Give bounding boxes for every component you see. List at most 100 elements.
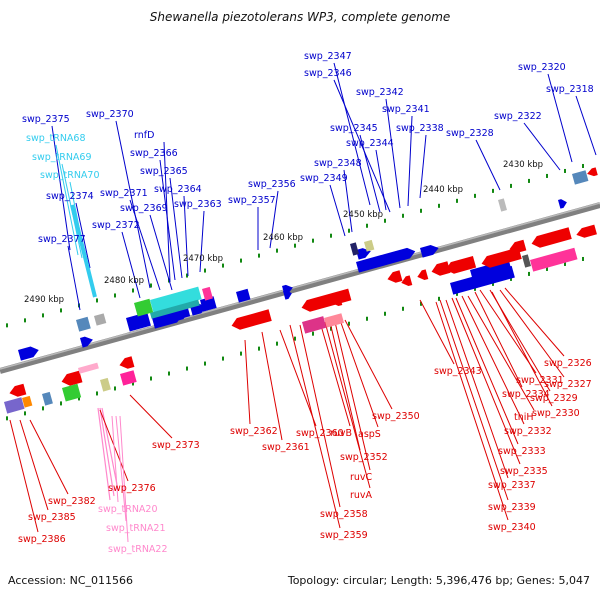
reverse-gene-arrow[interactable] xyxy=(444,255,477,276)
cds-block-green[interactable] xyxy=(61,383,82,402)
cds-block-darkgray[interactable] xyxy=(522,254,531,268)
gene-label[interactable]: swp_2385 xyxy=(28,512,76,523)
gene-label[interactable]: swp_2333 xyxy=(498,446,546,457)
reverse-gene-arrow[interactable] xyxy=(416,269,429,281)
gene-label[interactable]: swp_2370 xyxy=(86,109,134,120)
cds-block-pink[interactable] xyxy=(530,247,578,272)
gene-label[interactable]: swp_2341 xyxy=(382,104,430,115)
gene-label[interactable]: swp_2358 xyxy=(320,509,368,520)
gene-label[interactable]: swp_tRNA70 xyxy=(40,170,100,181)
gene-label[interactable]: swp_2363 xyxy=(174,199,222,210)
gene-label[interactable]: swp_tRNA20 xyxy=(98,504,158,515)
gene-label[interactable]: swp_2360 xyxy=(296,428,344,439)
gene-label[interactable]: thiH xyxy=(514,412,534,423)
cds-block-gray[interactable] xyxy=(94,313,107,326)
reverse-gene-arrow[interactable] xyxy=(586,167,598,177)
cds-block-khaki[interactable] xyxy=(363,239,375,252)
gene-label[interactable]: ruvA xyxy=(350,490,373,501)
gene-label[interactable]: swp_2320 xyxy=(518,62,566,73)
gene-label[interactable]: swp_2372 xyxy=(92,220,140,231)
gene-label[interactable]: swp_2326 xyxy=(544,358,592,369)
gene-label[interactable]: swp_2338 xyxy=(396,123,444,134)
reverse-gene-arrow[interactable] xyxy=(430,261,451,277)
reverse-gene-arrow[interactable] xyxy=(118,356,135,370)
forward-gene-arrow[interactable] xyxy=(356,246,417,273)
gene-label[interactable]: swp_2371 xyxy=(100,188,148,199)
gene-label[interactable]: swp_2356 xyxy=(248,179,296,190)
rna-block-cyan-lower[interactable] xyxy=(150,299,200,319)
gene-label[interactable]: swp_2332 xyxy=(504,426,552,437)
forward-gene-arrow[interactable] xyxy=(80,335,94,348)
gene-label[interactable]: swp_2376 xyxy=(108,483,156,494)
gene-label[interactable]: swp_2327 xyxy=(544,379,592,390)
gene-label[interactable]: swp_2343 xyxy=(434,366,482,377)
gene-label[interactable]: swp_2342 xyxy=(356,87,404,98)
gene-label[interactable]: swp_2329 xyxy=(530,393,578,404)
gene-label[interactable]: swp_2339 xyxy=(488,502,536,513)
reverse-gene-arrow[interactable] xyxy=(530,227,572,249)
cds-block-orange[interactable] xyxy=(22,395,33,408)
gene-label[interactable]: swp_2322 xyxy=(494,111,542,122)
gene-label[interactable]: swp_2328 xyxy=(446,128,494,139)
gene-label[interactable]: swp_2386 xyxy=(18,534,66,545)
gene-label[interactable]: swp_2350 xyxy=(372,411,420,422)
cds-block-green[interactable] xyxy=(134,298,154,317)
reverse-gene-arrow[interactable] xyxy=(386,270,403,284)
cds-block-rose[interactable] xyxy=(323,313,345,328)
forward-gene-block[interactable] xyxy=(235,288,251,303)
gene-label[interactable]: ruvB xyxy=(330,428,352,439)
forward-gene-arrow[interactable] xyxy=(18,345,40,361)
gene-label[interactable]: swp_2345 xyxy=(330,123,378,134)
gene-label[interactable]: swp_2365 xyxy=(140,166,188,177)
reverse-gene-arrow[interactable] xyxy=(330,295,343,307)
reverse-gene-arrow[interactable] xyxy=(230,309,272,331)
reverse-gene-arrow[interactable] xyxy=(480,247,522,269)
gene-label[interactable]: swp_tRNA21 xyxy=(106,523,166,534)
gene-label[interactable]: swp_2347 xyxy=(304,51,352,62)
gene-label[interactable]: swp_2373 xyxy=(152,440,200,451)
gene-label[interactable]: swp_2352 xyxy=(340,452,388,463)
gene-label[interactable]: swp_2344 xyxy=(346,138,394,149)
reverse-gene-arrow[interactable] xyxy=(8,383,27,399)
gene-label[interactable]: swp_2340 xyxy=(488,522,536,533)
cds-block-steel[interactable] xyxy=(42,391,53,406)
gene-label[interactable]: swp_2366 xyxy=(130,148,178,159)
rna-block-cyan[interactable] xyxy=(150,286,202,313)
reverse-gene-arrow[interactable] xyxy=(400,275,413,287)
gene-label[interactable]: swp_tRNA68 xyxy=(26,133,86,144)
gene-label[interactable]: swp_2348 xyxy=(314,158,362,169)
gene-label[interactable]: swp_2331 xyxy=(516,375,564,386)
gene-label[interactable]: swp_2375 xyxy=(22,114,70,125)
forward-gene-block-long[interactable] xyxy=(450,265,515,295)
reverse-gene-arrow[interactable] xyxy=(508,239,527,255)
gene-label[interactable]: swp_2357 xyxy=(228,195,276,206)
gene-label[interactable]: swp_tRNA22 xyxy=(108,544,168,555)
gene-label[interactable]: swp_2362 xyxy=(230,426,278,437)
gene-label[interactable]: swp_2359 xyxy=(320,530,368,541)
gene-label[interactable]: swp_2349 xyxy=(300,173,348,184)
gene-label[interactable]: rnfD xyxy=(134,130,154,141)
cds-block-magenta[interactable] xyxy=(302,316,327,334)
forward-gene-arrow[interactable] xyxy=(420,243,440,258)
gene-label[interactable]: swp_2374 xyxy=(46,191,94,202)
trna-block-pink[interactable] xyxy=(78,362,99,374)
gene-label[interactable]: swp_2364 xyxy=(154,184,202,195)
gene-label[interactable]: aspS xyxy=(358,429,381,440)
cds-block-gray[interactable] xyxy=(497,198,507,212)
gene-label[interactable]: swp_tRNA69 xyxy=(32,152,92,163)
cds-block-violet[interactable] xyxy=(3,397,25,414)
gene-label[interactable]: swp_2335 xyxy=(500,466,548,477)
gene-label[interactable]: swp_2318 xyxy=(546,84,594,95)
reverse-gene-arrow[interactable] xyxy=(575,224,597,240)
forward-gene-arrow[interactable] xyxy=(283,289,293,300)
cds-block-dark[interactable] xyxy=(350,242,359,256)
forward-gene-arrow[interactable] xyxy=(558,198,568,209)
gene-label[interactable]: swp_2377 xyxy=(38,234,86,245)
gene-label[interactable]: swp_2369 xyxy=(120,203,168,214)
gene-label[interactable]: swp_2361 xyxy=(262,442,310,453)
gene-label[interactable]: swp_2330 xyxy=(532,408,580,419)
rna-stripe[interactable] xyxy=(70,204,97,298)
cds-block-steel[interactable] xyxy=(571,170,589,185)
forward-gene-block[interactable] xyxy=(200,296,217,312)
cds-block-pink[interactable] xyxy=(120,370,137,386)
